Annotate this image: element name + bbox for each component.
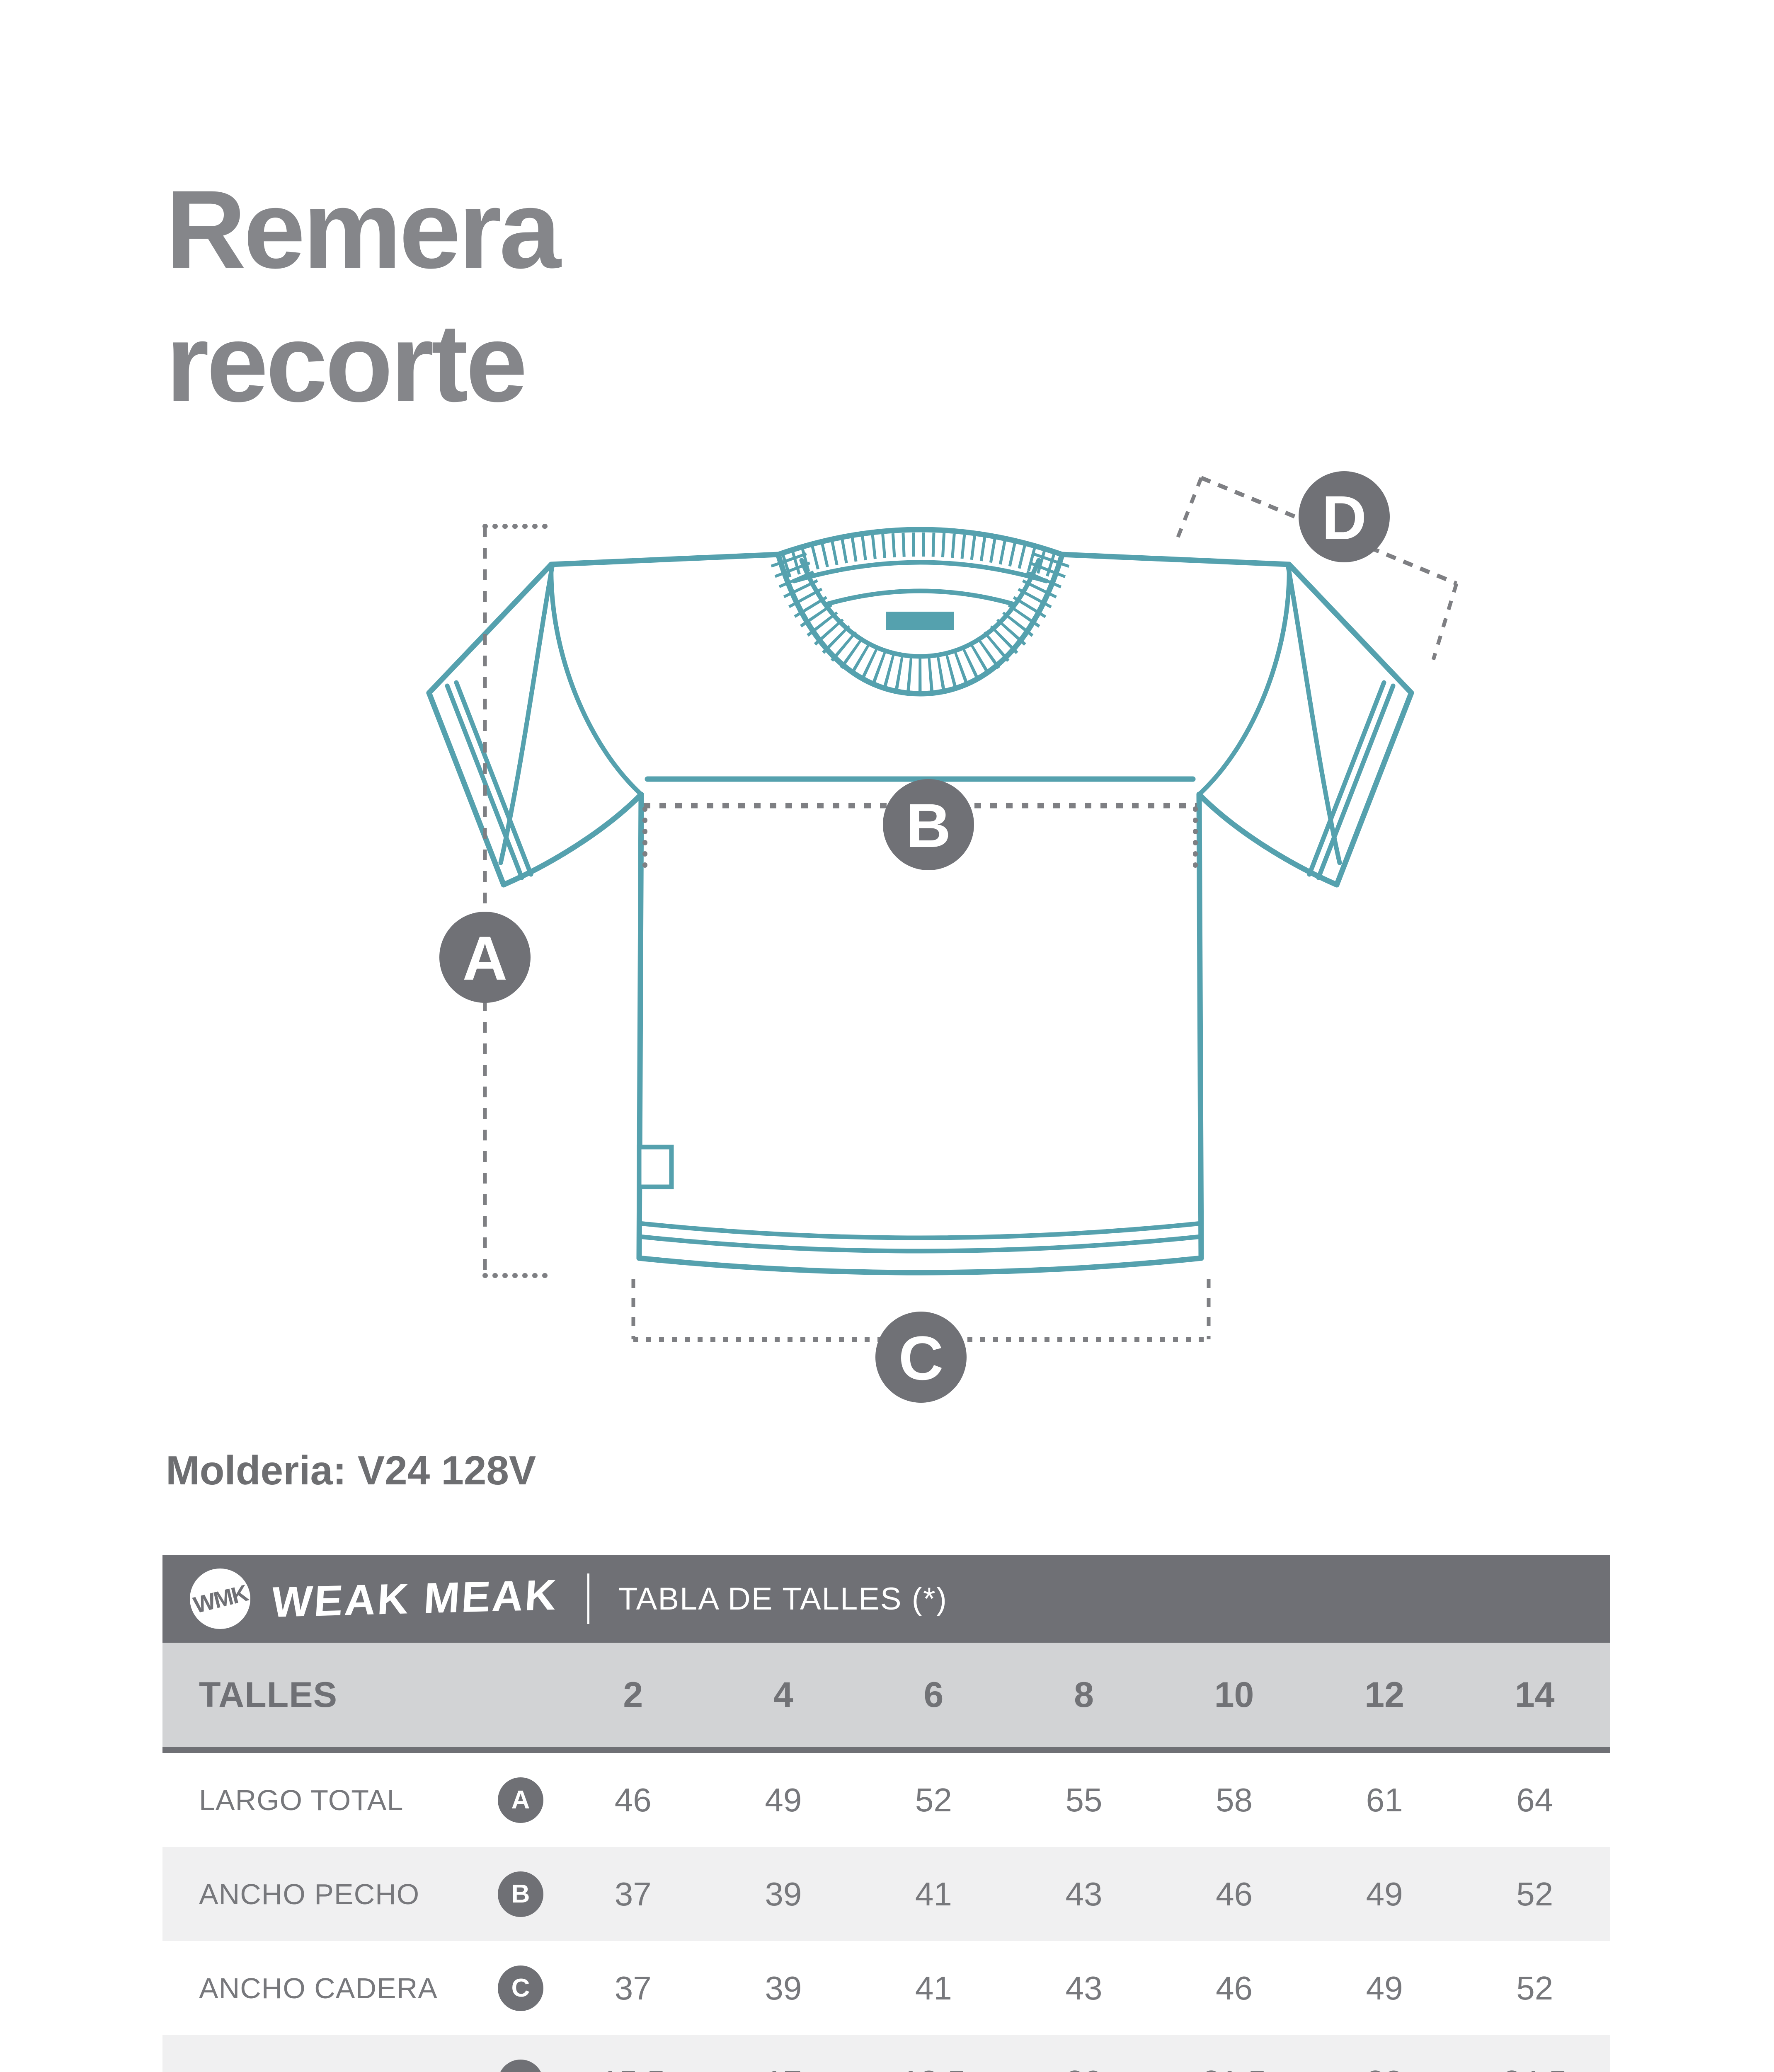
table-cell: 20 [1009, 2063, 1159, 2072]
sizes-header-row: TALLES 2 4 6 8 10 12 14 [162, 1643, 1610, 1747]
brand-name: WEAK MEAK [270, 1571, 560, 1627]
row-label: LARGO TOTAL [199, 1784, 404, 1816]
sizes-label: TALLES [199, 1675, 338, 1715]
table-cell: 15,5 [558, 2063, 708, 2072]
table-header: WMK WEAK MEAK TABLA DE TALLES (*) [162, 1555, 1610, 1643]
table-cell: 43 [1065, 1875, 1103, 1912]
table-cell: 37 [614, 1875, 652, 1912]
row-label: ANCHO CADERA [199, 1972, 438, 2004]
size-table: WMK WEAK MEAK TABLA DE TALLES (*) TALLES… [162, 1555, 1610, 2072]
table-cell: 46 [614, 1781, 652, 1818]
marker-b-circle [883, 779, 974, 870]
row-label: ANCHO PECHO [199, 1878, 420, 1910]
table-cell: 41 [915, 1969, 952, 2007]
table-cell: 52 [1516, 1969, 1553, 2007]
table-rule-top [162, 1747, 1610, 1753]
page-title: Remera recorte [166, 162, 561, 429]
side-tag [637, 1145, 674, 1189]
tshirt-outline [426, 552, 1414, 1276]
table-cell: 24,5 [1459, 2063, 1610, 2072]
table-cell: 41 [915, 1875, 952, 1912]
header-divider [587, 1573, 589, 1624]
size-col-header: 4 [773, 1675, 793, 1715]
table-cell: 37 [614, 1969, 652, 2007]
size-col-header: 10 [1214, 1675, 1254, 1715]
table-row: ANCHO CADERA C 37 39 41 43 46 49 52 [162, 1941, 1610, 2035]
marker-d-label: D [1322, 483, 1367, 552]
page-title-line1: Remera [166, 167, 561, 291]
table-cell: 49 [765, 1781, 802, 1818]
size-col-header: 12 [1364, 1675, 1404, 1715]
row-marker-a: A [498, 1777, 543, 1823]
table-cell: 46 [1216, 1969, 1253, 2007]
marker-a-circle [439, 912, 531, 1003]
brand-monogram: WMK [190, 1579, 250, 1618]
marker-a-label: A [463, 923, 507, 993]
size-col-header: 8 [1074, 1675, 1094, 1715]
row-marker-b: B [498, 1871, 543, 1917]
table-cell: 49 [1366, 1875, 1403, 1912]
table-row: ANCHO PECHO B 37 39 41 43 46 49 52 [162, 1847, 1610, 1941]
marker-c-label: C [899, 1323, 943, 1393]
tshirt-collar [771, 527, 1070, 697]
table-cell: 43 [1065, 1969, 1103, 2007]
brand-logo-icon: WMK [190, 1569, 250, 1629]
table-row: LARGO MANGA D 15,5 17 18,5 20 21,5 23 24… [162, 2035, 1610, 2072]
measure-d-line [1200, 476, 1457, 586]
table-cell: 39 [765, 1875, 802, 1912]
marker-d-circle [1299, 471, 1390, 562]
measurement-markers: A B C D [439, 471, 1390, 1403]
molderia-label: Molderia: V24 128V [166, 1447, 536, 1493]
marker-c-circle [875, 1312, 967, 1403]
marker-b-label: B [906, 791, 951, 860]
table-cell: 58 [1216, 1781, 1253, 1818]
row-marker-d: D [498, 2059, 543, 2072]
table-cell: 52 [915, 1781, 952, 1818]
row-label: LARGO MANGA [162, 2066, 483, 2072]
size-col-header: 14 [1515, 1675, 1555, 1715]
table-cell: 55 [1065, 1781, 1103, 1818]
size-col-header: 6 [923, 1675, 944, 1715]
measurement-lines [482, 476, 1459, 1342]
table-cell: 64 [1516, 1781, 1553, 1818]
table-row: LARGO TOTAL A 46 49 52 55 58 61 64 [162, 1753, 1610, 1847]
table-title: TABLA DE TALLES (*) [618, 1581, 948, 1617]
table-cell: 49 [1366, 1969, 1403, 2007]
table-cell: 39 [765, 1969, 802, 2007]
table-cell: 61 [1366, 1781, 1403, 1818]
table-cell: 21,5 [1159, 2063, 1309, 2072]
table-cell: 46 [1216, 1875, 1253, 1912]
page-title-line2: recorte [166, 300, 528, 425]
table-cell: 23 [1309, 2063, 1460, 2072]
table-cell: 52 [1516, 1875, 1553, 1912]
table-cell: 17 [708, 2063, 859, 2072]
row-marker-c: C [498, 1965, 543, 2011]
size-col-header: 2 [623, 1675, 643, 1715]
table-cell: 18,5 [858, 2063, 1009, 2072]
